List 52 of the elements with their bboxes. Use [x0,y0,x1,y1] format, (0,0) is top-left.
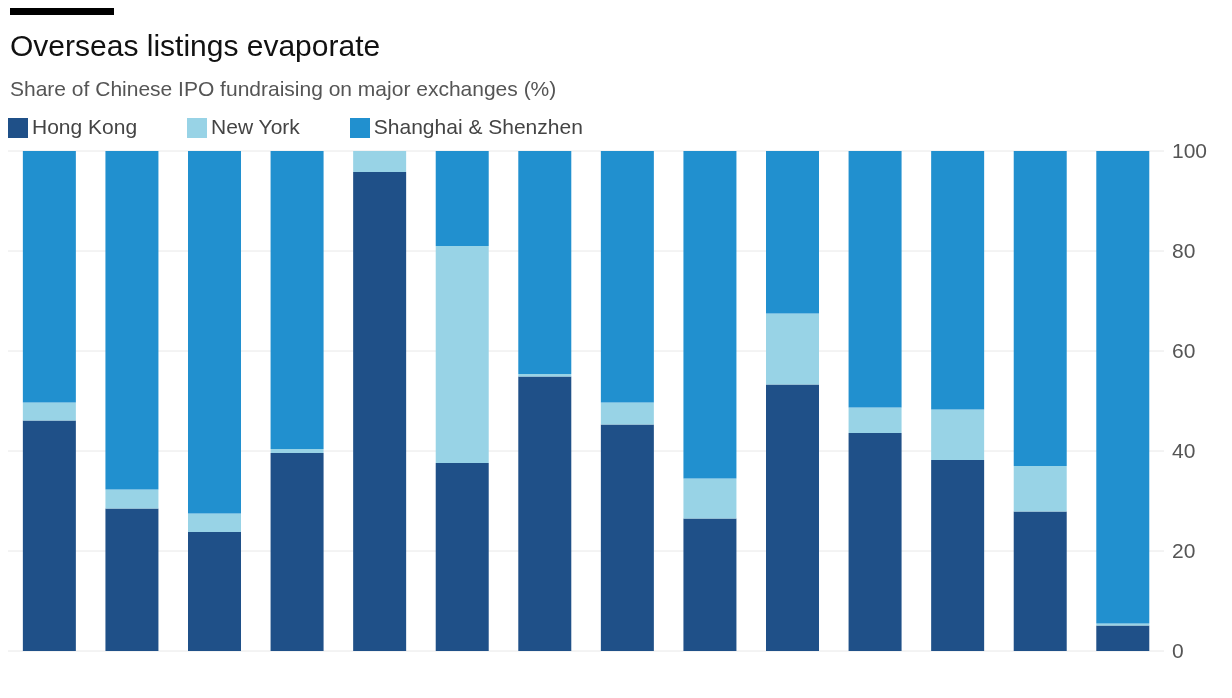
bar [22,420,76,651]
bar [683,478,737,519]
chart-title: Overseas listings evaporate [10,29,382,63]
bar [683,518,737,651]
bar [188,513,242,532]
legend-label: Shanghai & Shenzhen [373,115,583,138]
bar [435,246,489,463]
bar [600,424,654,651]
bar [1013,511,1067,651]
bar [848,407,902,433]
bar [353,151,407,172]
bar [766,384,820,651]
bar [1096,151,1150,624]
y-tick-label: 20 [1172,539,1196,563]
bar [1096,623,1150,626]
bar [931,151,985,410]
bar [22,151,76,403]
bar [188,532,242,651]
bar [105,151,159,490]
bar [931,409,985,460]
bar [105,489,159,509]
y-tick-label: 0 [1172,639,1184,663]
bar [435,463,489,651]
bar [270,453,324,651]
bar [518,374,572,377]
bar [353,172,407,651]
bar [766,151,820,314]
bar [435,151,489,246]
bar [22,402,76,421]
bar [518,151,572,374]
bar [105,508,159,651]
bar [1013,151,1067,466]
bar [1013,466,1067,512]
bar [518,376,572,651]
bar [848,151,902,408]
legend-label: New York [211,115,300,138]
bar [188,151,242,514]
y-tick-label: 80 [1172,239,1196,263]
bar [600,151,654,403]
bar [766,313,820,385]
chart-subtitle: Share of Chinese IPO fundraising on major exchanges (%) [10,77,558,101]
bar [1096,625,1150,651]
y-tick-label: 100 [1172,139,1208,163]
bar [931,460,985,651]
y-tick-label: 40 [1172,439,1196,463]
bar [848,433,902,651]
y-tick-label: 60 [1172,339,1196,363]
bar [270,151,324,449]
legend-label: Hong Kong [32,115,138,138]
bar [683,151,737,479]
bar [600,402,654,425]
bar [270,449,324,453]
